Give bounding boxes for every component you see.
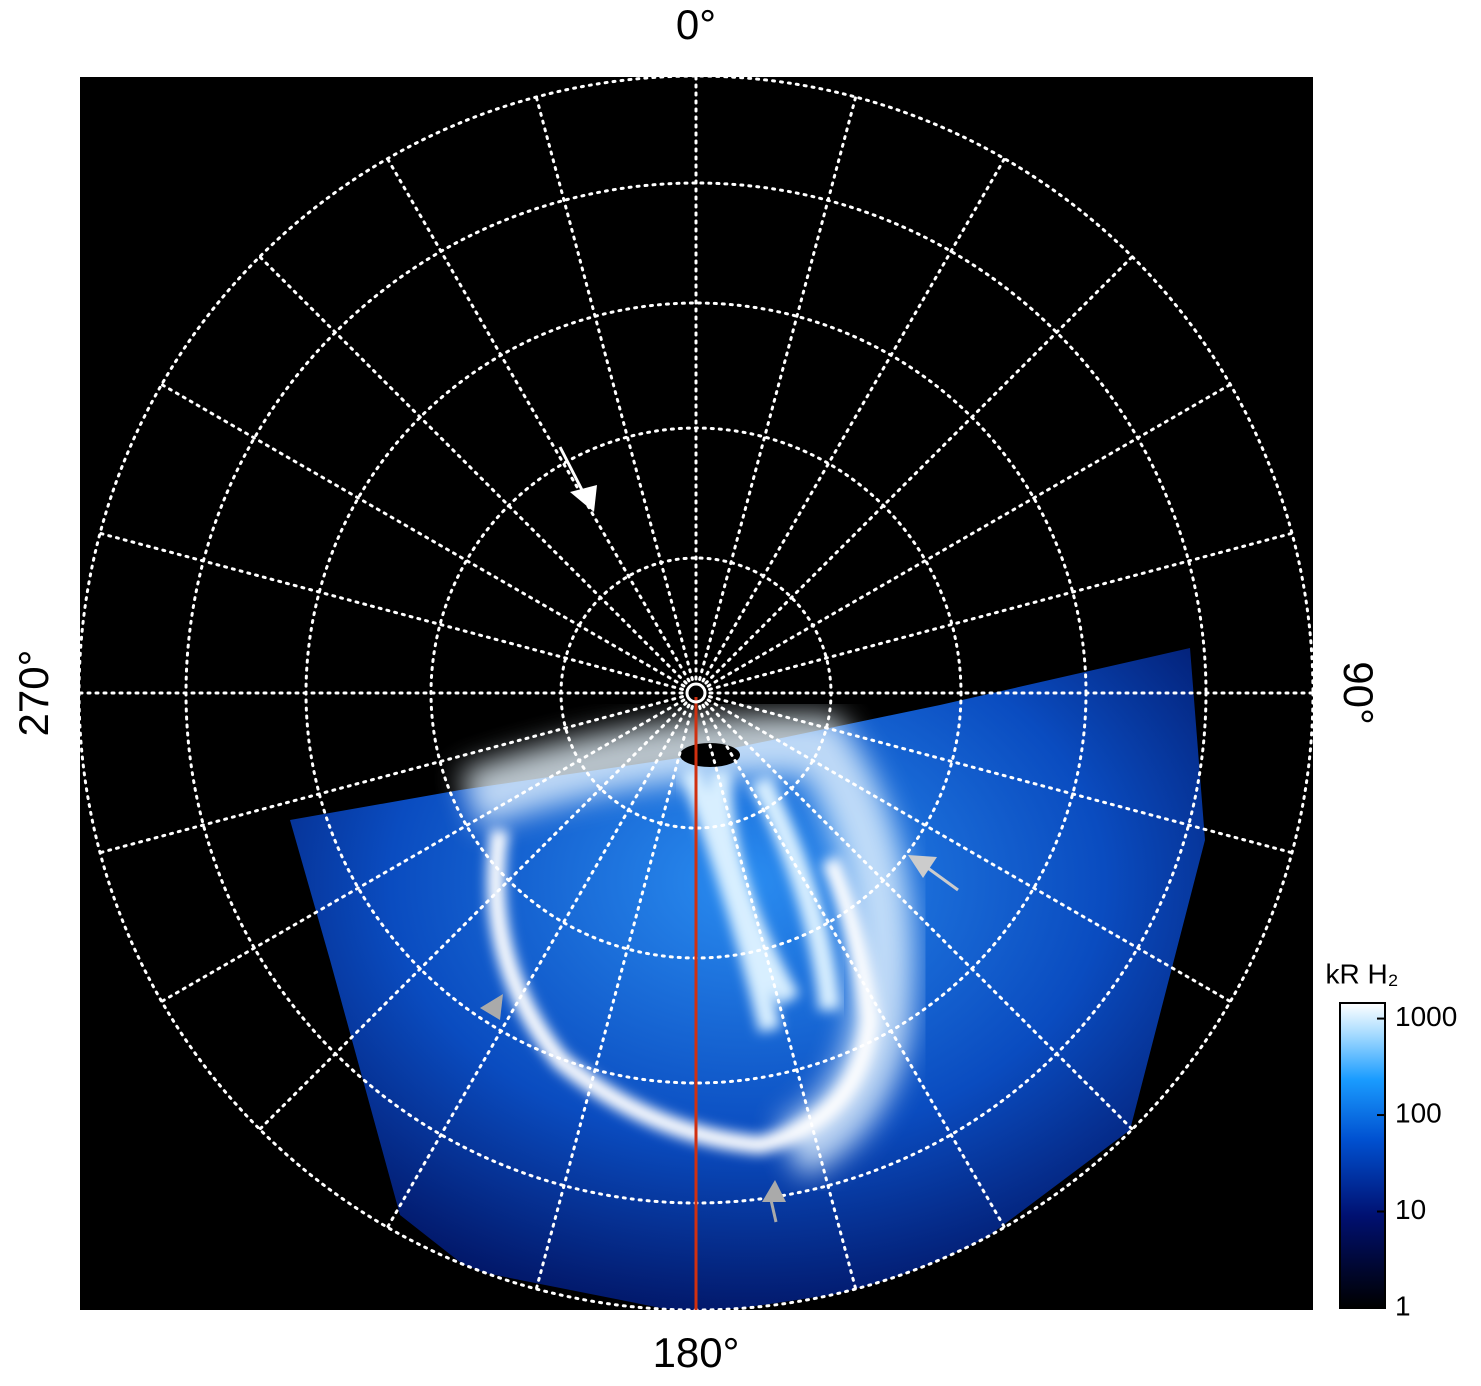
meridian	[386, 157, 691, 683]
colorbar-title: kR H₂	[1325, 958, 1398, 989]
meridian	[704, 255, 1134, 685]
arrows	[480, 446, 959, 1223]
colorbar-tick-label: 1000	[1395, 1001, 1457, 1032]
colorbar-tick-label: 10	[1395, 1194, 1426, 1225]
aurora-image	[290, 648, 1205, 1310]
colorbar-tick-label: 100	[1395, 1097, 1442, 1128]
meridian	[534, 95, 694, 681]
pole-marker	[685, 682, 707, 704]
meridian	[708, 531, 1294, 691]
meridian	[698, 95, 858, 681]
angle-label: 90°	[1335, 661, 1382, 725]
meridian	[98, 695, 684, 855]
meridian	[708, 695, 1294, 855]
meridian	[706, 698, 1232, 1003]
angle-label: 270°	[10, 650, 57, 737]
meridian	[160, 698, 686, 1003]
meridian	[160, 383, 686, 688]
meridian	[706, 383, 1232, 688]
colorbar	[1339, 1002, 1386, 1309]
meridian	[98, 531, 684, 691]
meridian	[258, 701, 688, 1131]
meridian	[701, 157, 1006, 683]
angle-label: 0°	[676, 1, 716, 48]
meridian	[386, 703, 691, 1229]
angle-label: 180°	[653, 1329, 740, 1376]
colorbar-tick-label: 1	[1395, 1290, 1411, 1321]
meridian	[258, 255, 688, 685]
meridian	[704, 701, 1134, 1131]
meridian	[701, 703, 1006, 1229]
